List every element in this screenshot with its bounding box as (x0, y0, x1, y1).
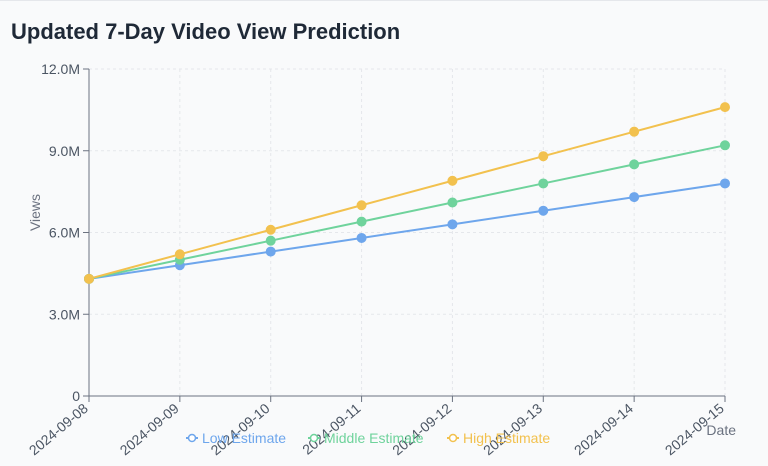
legend-label: Low Estimate (202, 430, 286, 446)
data-point-high[interactable] (538, 151, 549, 162)
data-point-low[interactable] (538, 205, 549, 216)
y-tick-label: 9.0M (49, 143, 80, 159)
data-point-middle[interactable] (629, 159, 640, 170)
axes: 0 3.0M 6.0M 9.0M 12.0M 2024-09-08 2024-09-09 20… (26, 61, 736, 458)
legend-label: Middle Estimate (324, 430, 424, 446)
data-point-middle[interactable] (447, 197, 458, 208)
y-tick-label: 12.0M (41, 61, 80, 77)
data-point-low[interactable] (629, 192, 640, 203)
series-line-low[interactable] (88, 182, 726, 280)
page-title: Updated 7-Day Video View Prediction (11, 19, 401, 44)
legend-swatch-marker (187, 433, 197, 443)
y-tick-label: 3.0M (49, 306, 80, 322)
data-point-high[interactable] (629, 126, 640, 137)
series-line-high[interactable] (88, 106, 726, 280)
y-axis-title: Views (27, 194, 43, 231)
data-point-middle[interactable] (356, 216, 367, 227)
y-tick-label: 0 (72, 388, 80, 404)
data-point-high[interactable] (356, 200, 367, 211)
x-tick-label: 2024-09-11 (299, 400, 364, 458)
grid-lines (89, 68, 726, 396)
data-point-high[interactable] (720, 102, 730, 113)
legend-swatch-marker (448, 433, 458, 443)
legend-label: High Estimate (463, 430, 550, 446)
x-tick-label: 2024-09-08 (26, 400, 91, 458)
data-point-middle[interactable] (538, 178, 549, 189)
x-tick-label: 2024-09-14 (571, 400, 636, 458)
legend-item-low[interactable]: Low Estimate (186, 430, 286, 446)
data-point-low[interactable] (356, 232, 367, 243)
x-axis-title: Date (706, 422, 736, 438)
data-point-high[interactable] (174, 249, 185, 260)
data-point-low[interactable] (265, 246, 276, 257)
series-lines (84, 102, 730, 284)
data-point-middle[interactable] (720, 140, 730, 151)
series-line-middle[interactable] (88, 144, 726, 280)
data-point-high[interactable] (84, 273, 94, 284)
data-point-low[interactable] (447, 219, 458, 230)
x-tick-label: 2024-09-09 (117, 400, 182, 458)
legend-swatch-marker (309, 433, 319, 443)
legend[interactable]: Low Estimate Middle Estimate High Estimate (186, 430, 550, 446)
legend-item-middle[interactable]: Middle Estimate (308, 430, 424, 446)
data-point-high[interactable] (447, 175, 458, 186)
legend-item-high[interactable]: High Estimate (447, 430, 550, 446)
y-tick-label: 6.0M (49, 225, 80, 241)
data-point-middle[interactable] (265, 235, 276, 246)
data-point-high[interactable] (265, 224, 276, 235)
data-point-low[interactable] (720, 178, 730, 189)
